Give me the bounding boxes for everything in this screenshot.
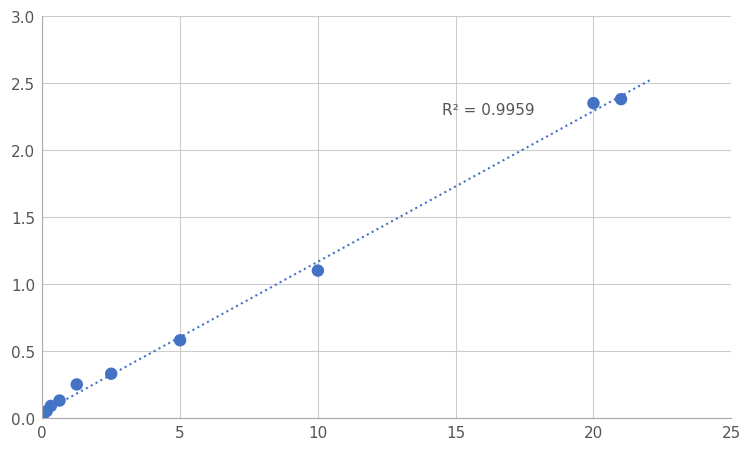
Point — [312, 267, 324, 275]
Point — [174, 337, 186, 344]
Point — [587, 100, 599, 107]
Point — [105, 370, 117, 377]
Point — [71, 381, 83, 388]
Point — [615, 97, 627, 104]
Point — [36, 414, 48, 422]
Text: R² = 0.9959: R² = 0.9959 — [442, 103, 535, 118]
Point — [41, 408, 53, 415]
Point — [45, 402, 57, 410]
Point — [53, 397, 65, 404]
